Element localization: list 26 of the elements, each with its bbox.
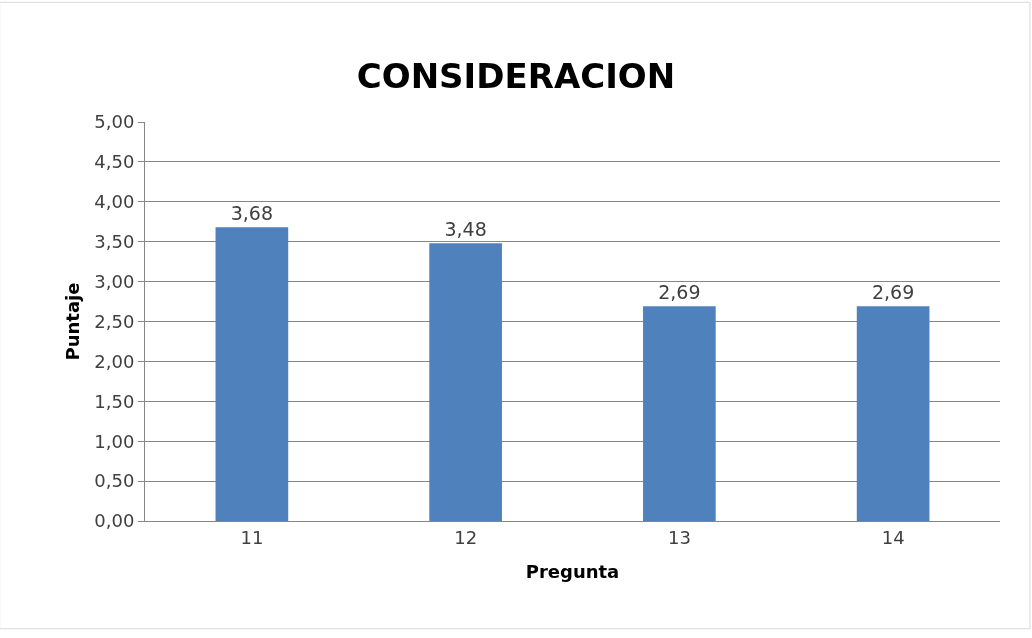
- data-label: 3,68: [230, 202, 274, 225]
- y-tick-label: 1,00: [94, 430, 135, 452]
- y-tick-label: 4,00: [94, 191, 135, 213]
- y-axis-title: Puntaje: [61, 282, 83, 361]
- x-tick-label: 11: [240, 526, 264, 548]
- bar: [215, 227, 289, 521]
- x-tick-label: 12: [454, 526, 478, 548]
- y-tick-label: 3,00: [94, 270, 135, 292]
- y-tick-label: 2,50: [94, 310, 135, 332]
- bar: [643, 306, 716, 521]
- bar: [856, 306, 930, 521]
- y-tick-label: 2,00: [94, 350, 135, 372]
- data-label: 2,69: [871, 281, 915, 304]
- x-tick-label: 14: [881, 526, 905, 548]
- data-label: 2,69: [658, 281, 701, 304]
- x-axis-title: Pregunta: [525, 560, 620, 582]
- y-tick-label: 5,00: [94, 111, 135, 133]
- y-tick-label: 4,50: [94, 151, 135, 173]
- x-tick-label: 13: [667, 526, 691, 548]
- data-label: 3,48: [444, 218, 487, 241]
- y-tick-label: 0,50: [94, 470, 135, 492]
- y-tick-label: 3,50: [94, 231, 135, 252]
- y-tick-label: 1,50: [94, 390, 135, 412]
- y-tick-label: 0,00: [94, 510, 135, 532]
- chart-title: CONSIDERACION: [356, 56, 676, 97]
- bar: [429, 243, 502, 521]
